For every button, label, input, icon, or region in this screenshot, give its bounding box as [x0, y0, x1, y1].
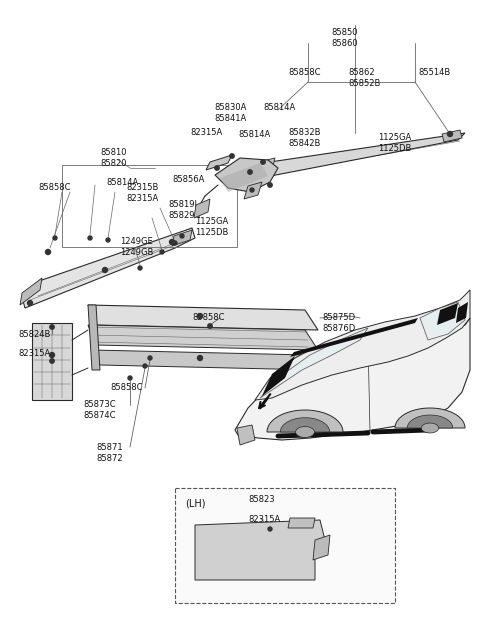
Text: 85830A
85841A: 85830A 85841A — [214, 103, 246, 123]
Polygon shape — [255, 133, 465, 178]
Text: 85832B
85842B: 85832B 85842B — [288, 128, 321, 148]
Polygon shape — [313, 535, 330, 560]
Polygon shape — [262, 356, 295, 396]
Circle shape — [268, 182, 272, 188]
Polygon shape — [290, 318, 418, 357]
Circle shape — [148, 356, 152, 360]
Polygon shape — [420, 302, 465, 340]
Circle shape — [447, 131, 453, 136]
Text: 85814A: 85814A — [238, 130, 270, 139]
Circle shape — [50, 359, 54, 363]
Polygon shape — [88, 305, 100, 370]
Text: 85819L
85829R: 85819L 85829R — [168, 200, 200, 220]
Circle shape — [208, 324, 212, 328]
Text: 1125GA
1125DB: 1125GA 1125DB — [195, 217, 228, 237]
Circle shape — [50, 325, 54, 329]
Polygon shape — [280, 418, 330, 432]
Circle shape — [169, 239, 175, 244]
Text: 85514B: 85514B — [418, 68, 450, 77]
Text: (LH): (LH) — [185, 498, 205, 508]
Polygon shape — [195, 520, 325, 580]
Polygon shape — [267, 410, 343, 432]
Text: 82315A: 82315A — [18, 349, 50, 358]
Circle shape — [128, 376, 132, 380]
Polygon shape — [215, 158, 278, 192]
Circle shape — [88, 236, 92, 240]
Text: 85856A: 85856A — [172, 175, 204, 184]
Circle shape — [250, 188, 254, 192]
Text: 85850
85860: 85850 85860 — [332, 28, 358, 48]
Polygon shape — [237, 425, 255, 445]
Text: 85871
85872: 85871 85872 — [96, 443, 123, 463]
Polygon shape — [288, 518, 315, 528]
Text: 1125GA
1125DB: 1125GA 1125DB — [378, 133, 411, 153]
Circle shape — [248, 170, 252, 174]
Polygon shape — [244, 182, 262, 199]
Text: 85814A: 85814A — [263, 103, 295, 112]
Polygon shape — [32, 323, 72, 400]
Circle shape — [103, 268, 108, 272]
Polygon shape — [260, 328, 368, 398]
Polygon shape — [172, 230, 192, 246]
Text: 82315B
82315A: 82315B 82315A — [126, 183, 158, 203]
Bar — [62, 165, 237, 247]
Polygon shape — [456, 302, 468, 323]
Circle shape — [143, 364, 147, 368]
Polygon shape — [296, 426, 314, 438]
Polygon shape — [92, 350, 318, 370]
Polygon shape — [437, 303, 458, 325]
Polygon shape — [206, 155, 232, 170]
Text: 85875D
85876D: 85875D 85876D — [322, 313, 355, 333]
Text: 85862
85852B: 85862 85852B — [348, 68, 380, 88]
Circle shape — [268, 527, 272, 531]
Text: 85858C: 85858C — [38, 183, 71, 192]
Circle shape — [46, 249, 50, 254]
Circle shape — [53, 236, 57, 240]
Text: 85858C: 85858C — [192, 313, 225, 322]
Text: 82315A: 82315A — [248, 515, 280, 524]
Polygon shape — [88, 305, 318, 330]
Circle shape — [49, 352, 55, 357]
Polygon shape — [256, 158, 275, 170]
Polygon shape — [235, 318, 470, 440]
Polygon shape — [88, 325, 318, 350]
Polygon shape — [220, 163, 268, 192]
Polygon shape — [22, 228, 195, 308]
Text: 85823: 85823 — [248, 495, 275, 504]
Circle shape — [160, 250, 164, 254]
Polygon shape — [20, 278, 42, 305]
Text: 1249GE
1249GB: 1249GE 1249GB — [120, 237, 154, 257]
Text: 85824B: 85824B — [18, 330, 50, 339]
Circle shape — [106, 238, 110, 242]
Bar — [175, 488, 395, 603]
Polygon shape — [194, 199, 210, 218]
Circle shape — [197, 314, 203, 319]
Polygon shape — [255, 290, 470, 400]
Polygon shape — [442, 130, 462, 142]
Text: 82315A: 82315A — [190, 128, 222, 137]
Circle shape — [215, 166, 219, 170]
Circle shape — [230, 154, 234, 158]
Polygon shape — [407, 415, 453, 428]
Polygon shape — [395, 408, 465, 428]
Circle shape — [138, 266, 142, 270]
Circle shape — [173, 241, 177, 245]
Circle shape — [261, 160, 265, 164]
Text: 85814A: 85814A — [106, 178, 138, 187]
Circle shape — [180, 234, 184, 238]
Text: 85810
85820: 85810 85820 — [100, 148, 127, 168]
Text: 85873C
85874C: 85873C 85874C — [83, 400, 116, 420]
Circle shape — [197, 356, 203, 361]
Polygon shape — [421, 423, 439, 433]
Circle shape — [27, 301, 33, 306]
Text: 85858C: 85858C — [110, 383, 143, 392]
Text: 85858C: 85858C — [288, 68, 321, 77]
